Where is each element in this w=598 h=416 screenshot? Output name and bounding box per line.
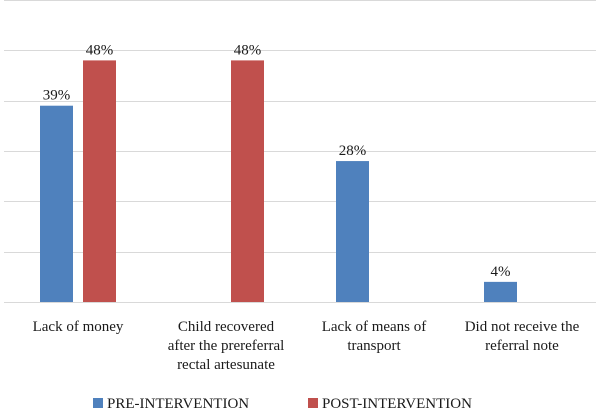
data-label: 4%	[491, 264, 511, 280]
x-tick-label: referral note	[485, 338, 559, 354]
data-label: 39%	[43, 88, 71, 104]
data-labels: 39% 48% 48% 28% 4%	[43, 42, 511, 279]
data-label: 28%	[339, 143, 367, 159]
legend-label: POST-INTERVENTION	[322, 396, 472, 412]
bar-pre-intervention-2	[336, 161, 369, 302]
x-tick-label: Lack of money	[33, 319, 124, 335]
bar-post-intervention-1	[231, 60, 264, 303]
bar-pre-intervention-3	[484, 281, 517, 302]
x-tick-label: transport	[347, 338, 401, 354]
x-tick-labels: Lack of money Child recovered after the pr…	[33, 319, 580, 373]
legend: PRE-INTERVENTION POST-INTERVENTION	[93, 396, 472, 412]
x-tick-label: after the prereferral	[168, 338, 285, 354]
legend-label: PRE-INTERVENTION	[107, 396, 249, 412]
bar-post-intervention-0	[83, 60, 116, 303]
x-tick-label: rectal artesunate	[177, 357, 275, 373]
x-tick-label: Lack of means of	[322, 319, 427, 335]
bar-pre-intervention-0	[40, 105, 73, 302]
data-label: 48%	[86, 42, 114, 58]
data-label: 48%	[234, 42, 262, 58]
legend-swatch	[308, 398, 318, 408]
bars	[40, 60, 517, 303]
legend-swatch	[93, 398, 103, 408]
x-tick-label: Child recovered	[178, 319, 275, 335]
x-tick-label: Did not receive the	[465, 319, 580, 335]
